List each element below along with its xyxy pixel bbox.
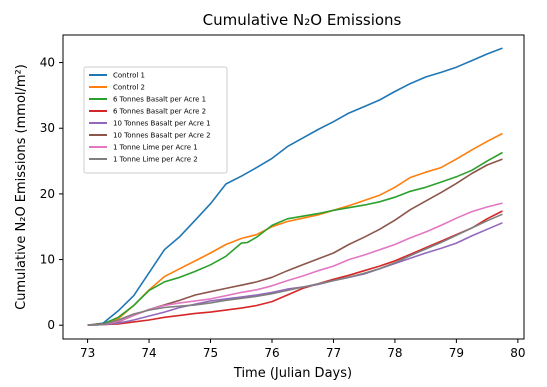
- x-tick-label: 78: [387, 346, 402, 360]
- x-tick-label: 77: [326, 346, 341, 360]
- legend-label-5: 10 Tonnes Basalt per Acre 1: [113, 120, 211, 128]
- x-tick-label: 74: [141, 346, 156, 360]
- series-layer: [87, 47, 503, 326]
- chart-title: Cumulative N₂O Emissions: [203, 11, 402, 29]
- y-axis-label: Cumulative N₂O Emissions (mmol/m²): [14, 64, 29, 310]
- series-line-4: [87, 210, 503, 326]
- legend-label-7: 1 Tonne Lime per Acre 1: [113, 144, 198, 152]
- series-line-1: [87, 47, 503, 326]
- legend-label-8: 1 Tonne Lime per Acre 2: [113, 156, 198, 164]
- x-tick-label: 75: [203, 346, 218, 360]
- y-tick-label: 20: [40, 187, 55, 201]
- series-line-8: [87, 213, 503, 326]
- y-tick-label: 40: [40, 56, 55, 70]
- x-tick-label: 76: [264, 346, 279, 360]
- y-tick-label: 10: [40, 253, 55, 267]
- legend-label-2: Control 2: [113, 84, 145, 92]
- legend-box: [83, 66, 228, 174]
- series-line-7: [87, 202, 503, 326]
- series-line-3: [87, 151, 503, 326]
- y-tick-label: 30: [40, 121, 55, 135]
- legend-label-1: Control 1: [113, 72, 145, 80]
- plot-area-frame: [62, 34, 525, 340]
- x-tick-label: 79: [449, 346, 464, 360]
- legend-label-6: 10 Tonnes Basalt per Acre 2: [113, 132, 211, 140]
- y-axis-ticks: 0 10 20 30 40: [40, 56, 63, 332]
- y-tick-label: 0: [47, 318, 55, 332]
- x-axis-label: Time (Julian Days): [233, 366, 352, 381]
- legend-label-3: 6 Tonnes Basalt per Acre 1: [113, 96, 206, 104]
- legend-label-4: 6 Tonnes Basalt per Acre 2: [113, 108, 206, 116]
- legend: Control 1 Control 2 6 Tonnes Basalt per Ac…: [83, 66, 228, 174]
- x-tick-label: 80: [510, 346, 525, 360]
- x-tick-label: 73: [80, 346, 95, 360]
- x-axis-ticks: 73 74 75 76 77 78 79 80: [80, 339, 525, 360]
- series-line-2: [87, 132, 503, 326]
